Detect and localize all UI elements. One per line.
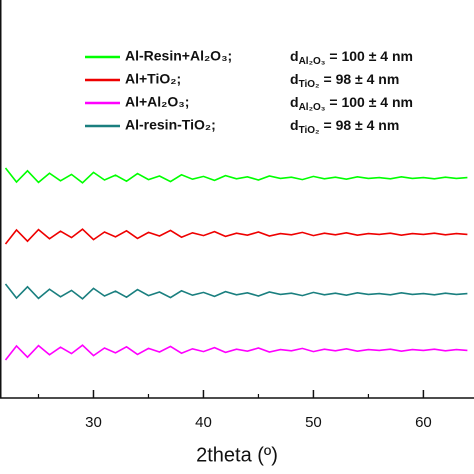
data-line bbox=[4, 344, 468, 361]
legend-label: Al-Resin+Al₂O₃; bbox=[125, 48, 232, 64]
size-phase: TiO₂ bbox=[299, 125, 320, 136]
size-symbol: d bbox=[290, 48, 299, 64]
data-line bbox=[4, 283, 468, 300]
size-label: dAl₂O₃ = 100 ± 4 nm bbox=[290, 48, 413, 67]
size-value: = 100 ± 4 nm bbox=[329, 48, 413, 64]
legend-label: Al+TiO₂; bbox=[125, 71, 181, 87]
size-symbol: d bbox=[290, 71, 299, 87]
size-phase: TiO₂ bbox=[299, 79, 320, 90]
size-value: = 98 ± 4 nm bbox=[324, 117, 400, 133]
x-axis-title: 2theta (º) bbox=[196, 444, 278, 466]
size-phase: Al₂O₃ bbox=[299, 102, 326, 113]
size-phase: Al₂O₃ bbox=[299, 56, 326, 67]
size-symbol: d bbox=[290, 94, 299, 110]
size-symbol: d bbox=[290, 117, 299, 133]
legend-label: Al-resin-TiO₂; bbox=[125, 117, 216, 133]
x-tick-label: 50 bbox=[305, 414, 322, 431]
data-line bbox=[4, 228, 468, 245]
size-value: = 98 ± 4 nm bbox=[324, 71, 400, 87]
legend-label: Al+Al₂O₃; bbox=[125, 94, 189, 110]
data-line bbox=[4, 167, 468, 184]
size-value: = 100 ± 4 nm bbox=[329, 94, 413, 110]
x-tick-label: 30 bbox=[85, 414, 102, 431]
x-tick-label: 40 bbox=[195, 414, 212, 431]
x-tick-label: 60 bbox=[415, 414, 432, 431]
size-label: dTiO₂ = 98 ± 4 nm bbox=[290, 117, 399, 136]
size-label: dTiO₂ = 98 ± 4 nm bbox=[290, 71, 399, 90]
size-label: dAl₂O₃ = 100 ± 4 nm bbox=[290, 94, 413, 113]
